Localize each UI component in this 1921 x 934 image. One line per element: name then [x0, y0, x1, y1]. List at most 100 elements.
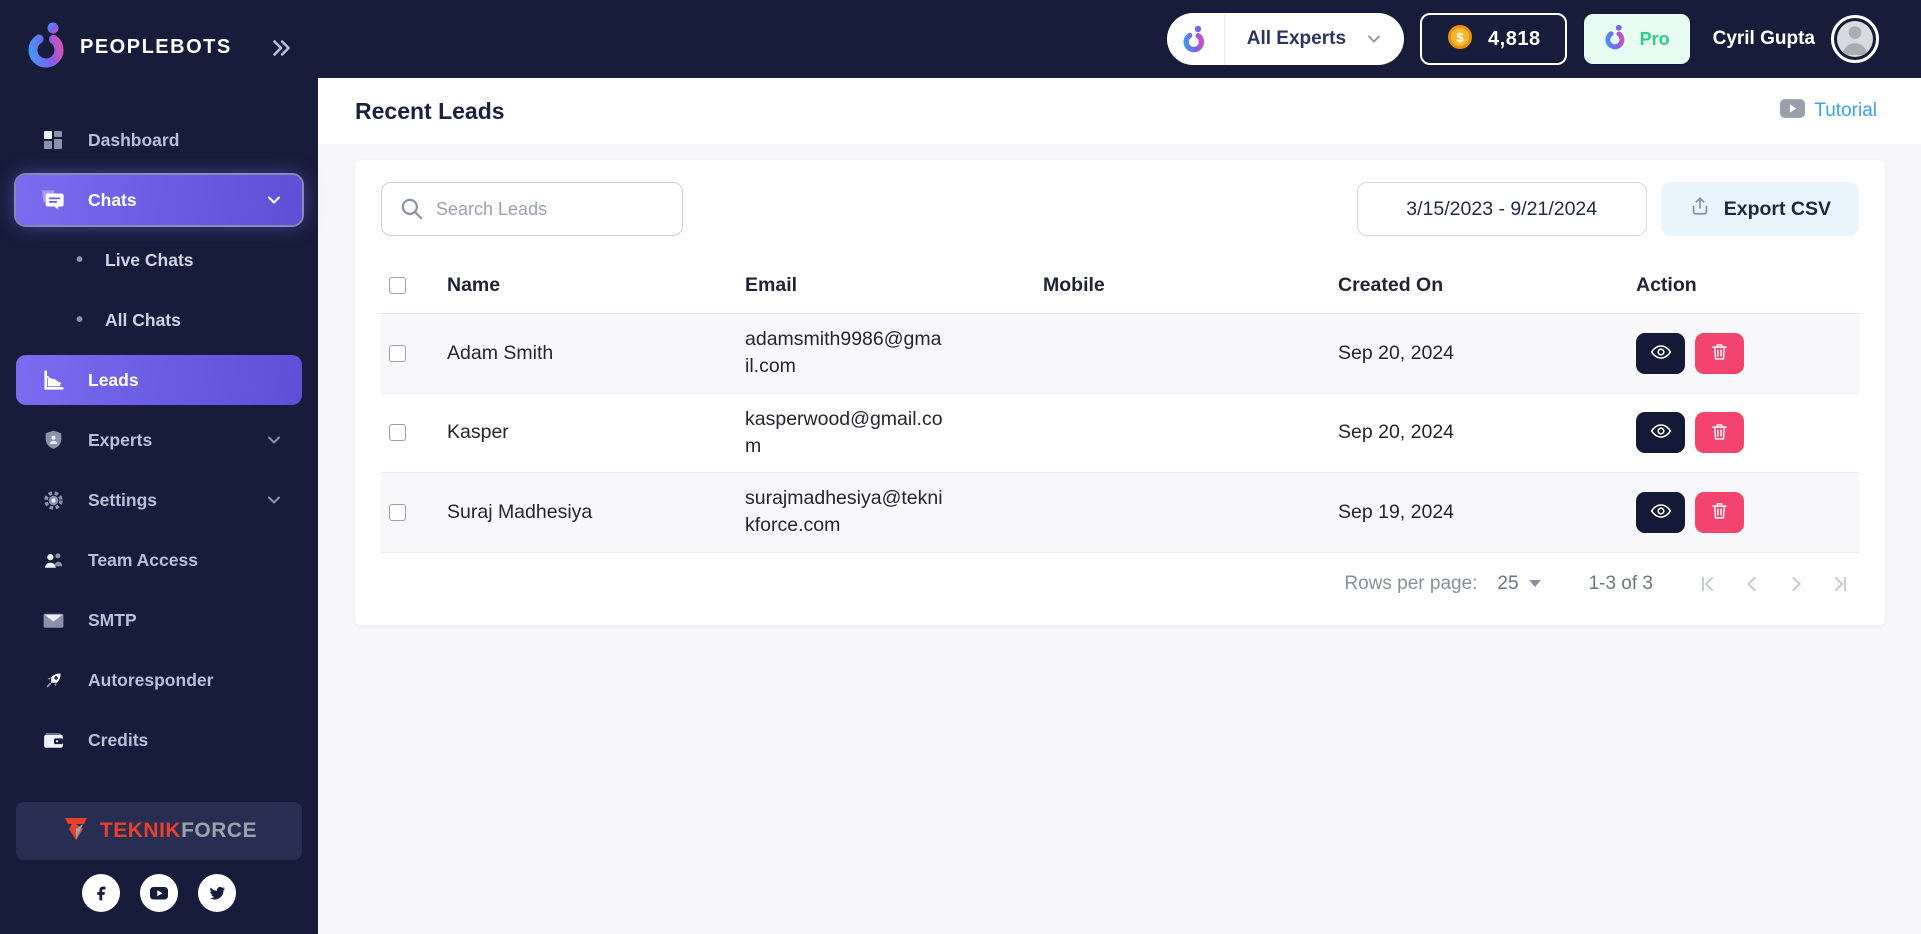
sidebar-item-chats[interactable]: Chats: [16, 175, 302, 225]
sidebar-collapse-icon[interactable]: [266, 33, 296, 63]
first-page-button[interactable]: [1693, 569, 1723, 599]
smtp-envelope-icon: [40, 607, 66, 633]
svg-text:$: $: [1456, 30, 1464, 45]
tutorial-link[interactable]: Tutorial: [1780, 99, 1877, 123]
sidebar-item-dashboard[interactable]: Dashboard: [16, 115, 302, 165]
trash-icon: [1709, 341, 1730, 365]
rows-per-page-label: Rows per page:: [1344, 572, 1478, 594]
brand-header: PEOPLEBOTS: [0, 0, 318, 93]
date-range-value: 3/15/2023 - 9/21/2024: [1406, 197, 1598, 220]
dashboard-icon: [40, 127, 66, 153]
user-name: Cyril Gupta: [1712, 28, 1815, 49]
view-lead-button[interactable]: [1636, 491, 1685, 533]
facebook-icon[interactable]: [82, 874, 120, 912]
teknikforce-wordmark: TEKNIKFORCE: [99, 819, 258, 842]
sidebar-item-label: Leads: [88, 369, 139, 390]
caret-down-icon: [1528, 580, 1541, 588]
leads-card: 3/15/2023 - 9/21/2024 Export CSV Nam: [355, 160, 1885, 625]
trash-icon: [1709, 500, 1730, 524]
chevron-down-icon: [264, 490, 284, 510]
page-title: Recent Leads: [355, 97, 505, 124]
next-page-button[interactable]: [1781, 569, 1811, 599]
search-icon: [399, 196, 425, 222]
avatar[interactable]: [1831, 15, 1879, 63]
sidebar-item-smtp[interactable]: SMTP: [16, 595, 302, 645]
eye-icon: [1649, 499, 1673, 526]
sidebar-item-label: Autoresponder: [88, 669, 214, 690]
chevron-down-icon: [264, 190, 284, 210]
chevron-down-icon: [264, 430, 284, 450]
row-checkbox[interactable]: [389, 344, 406, 362]
select-all-checkbox[interactable]: [389, 277, 406, 294]
rows-per-page-value: 25: [1497, 572, 1519, 594]
eye-icon: [1649, 419, 1673, 446]
view-lead-button[interactable]: [1636, 412, 1685, 454]
sidebar-nav: Dashboard Chats • Live Chats • All Chats…: [0, 93, 318, 796]
export-csv-button[interactable]: Export CSV: [1660, 182, 1859, 236]
experts-dropdown[interactable]: All Experts: [1166, 13, 1405, 65]
experts-shield-icon: [40, 427, 66, 453]
avatar-placeholder-icon: [1837, 21, 1873, 57]
date-range-picker[interactable]: 3/15/2023 - 9/21/2024: [1356, 182, 1647, 236]
lead-created-on: Sep 19, 2024: [1330, 472, 1628, 553]
youtube-icon[interactable]: [140, 874, 178, 912]
sidebar-item-autoresponder[interactable]: Autoresponder: [16, 655, 302, 705]
leads-icon: [40, 367, 66, 393]
twitter-icon[interactable]: [198, 874, 236, 912]
sidebar: PEOPLEBOTS Dashboard Chats • Live Chats: [0, 0, 318, 934]
credits-wallet-icon: [40, 727, 66, 753]
sidebar-item-label: Team Access: [88, 549, 198, 570]
chats-icon: [40, 187, 66, 213]
sidebar-subitem-label: All Chats: [105, 309, 181, 330]
tutorial-label: Tutorial: [1814, 100, 1877, 121]
credits-counter[interactable]: $ 4,818: [1420, 13, 1567, 65]
trash-icon: [1709, 421, 1730, 445]
sidebar-item-leads[interactable]: Leads: [16, 355, 302, 405]
row-checkbox[interactable]: [389, 424, 406, 442]
autoresponder-rocket-icon: [40, 667, 66, 693]
sidebar-item-settings[interactable]: Settings: [16, 475, 302, 525]
table-row: Suraj Madhesiya surajmadhesiya@teknikfor…: [381, 472, 1859, 553]
column-header-mobile: Mobile: [1035, 260, 1330, 314]
delete-lead-button[interactable]: [1695, 332, 1744, 374]
page-header: Recent Leads Tutorial: [318, 78, 1921, 144]
row-checkbox[interactable]: [389, 503, 406, 521]
column-header-name: Name: [439, 260, 737, 314]
lead-created-on: Sep 20, 2024: [1330, 393, 1628, 474]
sidebar-item-label: Dashboard: [88, 129, 180, 150]
rows-per-page-select[interactable]: 25: [1497, 572, 1541, 595]
lead-name: Kasper: [439, 393, 737, 474]
column-header-email: Email: [737, 260, 1035, 314]
sidebar-item-all-chats[interactable]: • All Chats: [16, 295, 302, 345]
table-row: Adam Smith adamsmith9986@gmail.com Sep 2…: [381, 313, 1859, 394]
sidebar-item-live-chats[interactable]: • Live Chats: [16, 235, 302, 285]
youtube-play-icon: [1780, 99, 1806, 123]
teknikforce-logo-icon: [61, 814, 91, 849]
prev-page-button[interactable]: [1737, 569, 1767, 599]
plan-badge-label: Pro: [1639, 28, 1670, 49]
sidebar-item-credits[interactable]: Credits: [16, 715, 302, 765]
sidebar-item-label: SMTP: [88, 609, 137, 630]
table-row: Kasper kasperwood@gmail.com Sep 20, 2024: [381, 393, 1859, 474]
sidebar-item-experts[interactable]: Experts: [16, 415, 302, 465]
plan-badge[interactable]: Pro: [1582, 13, 1691, 65]
experts-dropdown-value: All Experts: [1246, 28, 1347, 49]
last-page-button[interactable]: [1825, 569, 1855, 599]
sidebar-item-team-access[interactable]: Team Access: [16, 535, 302, 585]
pagination-range: 1-3 of 3: [1588, 572, 1653, 594]
view-lead-button[interactable]: [1636, 332, 1685, 374]
pagination: Rows per page: 25 1-3 of 3: [381, 553, 1859, 617]
team-access-icon: [40, 547, 66, 573]
table-header-row: Name Email Mobile Created On Action: [381, 260, 1859, 314]
chevron-down-icon: [1364, 29, 1384, 49]
leads-toolbar: 3/15/2023 - 9/21/2024 Export CSV: [381, 182, 1859, 236]
lead-mobile: [1035, 393, 1330, 474]
teknikforce-logo[interactable]: TEKNIKFORCE: [16, 802, 302, 860]
search-input[interactable]: [381, 182, 683, 236]
delete-lead-button[interactable]: [1695, 412, 1744, 454]
bullet-icon: •: [76, 308, 84, 331]
lead-mobile: [1035, 472, 1330, 553]
bot-icon: [1167, 13, 1225, 65]
delete-lead-button[interactable]: [1695, 491, 1744, 533]
sidebar-item-label: Credits: [88, 729, 149, 750]
